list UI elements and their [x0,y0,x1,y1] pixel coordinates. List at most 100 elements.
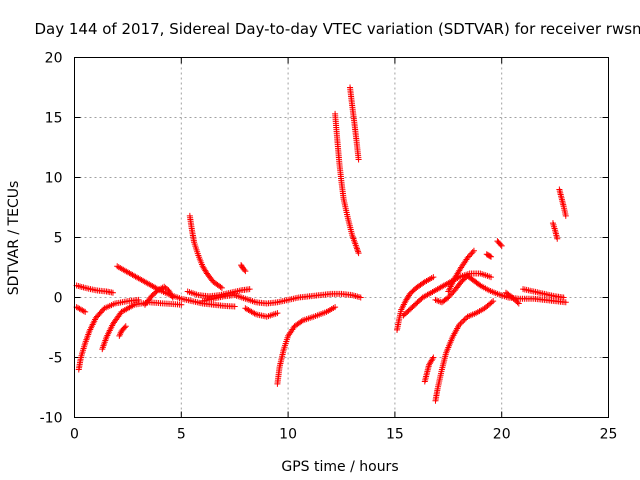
data-point [274,310,281,317]
x-axis-label: GPS time / hours [281,459,398,475]
data-point [122,323,129,330]
series-arc-23 [494,238,505,249]
x-tick-label: 20 [493,427,511,443]
y-tick-label: -5 [49,351,63,367]
series-arc-22 [483,251,495,260]
x-tick-label: 0 [70,427,79,443]
data-point [168,293,175,300]
data-point [109,289,116,296]
plot-frame [74,57,609,418]
series-arc-03 [75,296,142,373]
data-point [498,242,505,249]
series-arc-11 [238,262,249,275]
data-point [430,354,437,361]
x-tick-label: 15 [386,427,404,443]
grid [74,57,609,418]
data-point [420,279,427,286]
series-arc-24 [502,289,522,307]
data-point [458,319,465,326]
series-arc-09 [184,286,253,300]
data-point [447,291,454,298]
data-point [429,355,436,362]
data-point [446,293,453,300]
series-arc-07 [141,283,176,308]
series-arc-12 [242,305,281,320]
data-point [241,266,248,273]
data-point [486,253,493,260]
series-arc-13 [274,304,339,387]
x-tick-label: 5 [177,427,186,443]
y-axis-label: SDTVAR / TECUs [6,181,22,296]
y-tick-label: 5 [54,231,63,247]
data-point [554,235,561,242]
data-point [488,299,495,306]
data-point [178,301,185,308]
data-point [332,304,339,311]
data-point [469,249,476,256]
y-tick-label: 0 [54,291,63,307]
data-point [497,241,504,248]
data-point [461,316,468,323]
data-point [121,324,128,331]
data-point [465,253,472,260]
series-arc-27 [556,186,569,219]
data-point [468,250,475,257]
data-point [355,250,362,257]
data-point [467,252,474,259]
data-point [80,308,87,315]
data-point [298,318,305,325]
y-tick-label: 20 [45,51,63,67]
data-point [246,286,253,293]
data-point [470,247,477,254]
y-tick-label: -10 [40,411,63,427]
data-point [242,268,249,275]
data-point [445,294,452,301]
data-point [457,320,464,327]
y-tick-label: 15 [45,111,63,127]
data-point [464,254,471,261]
x-tick-label: 10 [279,427,297,443]
data-point [514,299,521,306]
data-point [449,290,456,297]
data-point [562,299,569,306]
data-point [430,274,437,281]
series-arc-21 [445,247,477,295]
data-point [217,283,224,290]
series-arc-02 [73,304,89,315]
series-arc-25 [520,286,567,301]
data-point [355,156,362,163]
data-points [73,84,569,404]
data-point [488,274,495,281]
x-tick-label: 25 [600,427,618,443]
data-point [515,300,522,307]
data-point [100,306,107,313]
data-point [455,322,462,329]
data-point [562,212,569,219]
data-point [460,317,467,324]
data-point [82,308,89,315]
data-point [488,253,495,260]
data-point [463,315,470,322]
series-arc-08 [186,212,225,291]
axis-ticks: 0 5 10 15 20 25 -10 -5 0 5 10 15 20 [40,51,618,443]
series-arc-15 [347,84,362,163]
series-arc-01 [73,282,116,296]
data-point [490,298,497,305]
series-arc-18 [421,354,437,385]
data-point [218,284,225,291]
series-arc-14 [332,110,362,257]
series-arc-10 [199,290,364,307]
y-tick-label: 10 [45,171,63,187]
series-arc-06 [114,263,238,310]
series-arc-16 [394,274,437,333]
chart-title: Day 144 of 2017, Sidereal Day-to-day VTE… [34,20,640,38]
data-point [231,303,238,310]
data-point [560,294,567,301]
data-point [169,294,176,301]
data-point [135,296,142,303]
series-arc-19 [432,298,497,404]
series-arc-26 [549,220,561,242]
series-arc-05 [116,323,129,339]
data-point [357,294,364,301]
